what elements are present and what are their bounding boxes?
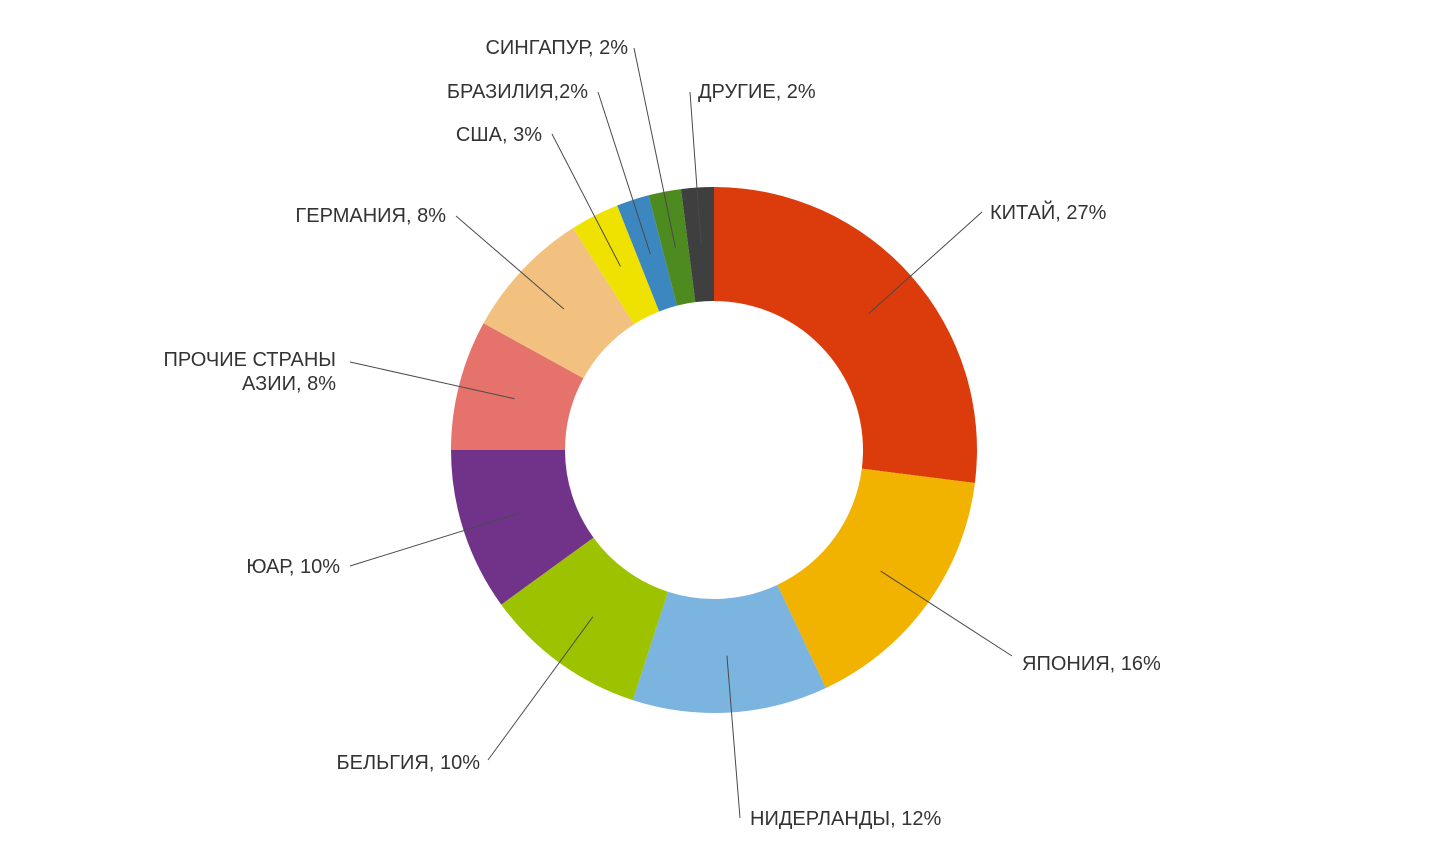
leader-line-сша (551, 133, 621, 267)
slice-сингапур (648, 189, 696, 306)
slice-бельгия (501, 537, 668, 701)
data-label-сша: США, 3% (456, 124, 542, 146)
slice-другие (681, 187, 714, 303)
slice-сша (573, 205, 660, 325)
slice-бразилия (617, 195, 677, 312)
leader-lines-group (349, 47, 1013, 819)
leader-line-юар (349, 513, 519, 567)
data-label-германия: ГЕРМАНИЯ, 8% (295, 205, 446, 227)
leader-line-китай (868, 211, 983, 315)
labels-group: КИТАЙ, 27% ЯПОНИЯ, 16% НИДЕРЛАНДЫ, 12% БЕЛЬ… (164, 37, 1161, 830)
leader-line-прочие-страны-азии (349, 361, 515, 400)
slice-китай (714, 187, 977, 483)
leader-line-бельгия (487, 616, 594, 761)
leader-line-бразилия (597, 91, 651, 255)
data-label-юар: ЮАР, 10% (246, 556, 340, 578)
slice-юар (451, 450, 594, 605)
leader-line-нидерланды (726, 655, 741, 819)
leader-line-другие (689, 91, 702, 245)
leader-line-япония (880, 570, 1013, 657)
slice-япония (777, 468, 975, 688)
slice-германия (483, 227, 635, 379)
data-label-другие: ДРУГИЕ, 2% (698, 81, 816, 103)
leader-line-сингапур (633, 47, 676, 248)
data-label-прочие-страны-азии: ПРОЧИЕ СТРАНЫ АЗИИ, 8% (164, 349, 337, 395)
slice-прочие-страны-азии (451, 323, 584, 450)
data-label-нидерланды: НИДЕРЛАНДЫ, 12% (750, 808, 941, 830)
slice-нидерланды (632, 584, 826, 713)
slices-group (451, 187, 977, 713)
data-label-бельгия: БЕЛЬГИЯ, 10% (336, 752, 480, 774)
data-label-бразилия: БРАЗИЛИЯ,2% (447, 81, 588, 103)
leader-line-германия (455, 215, 565, 310)
data-label-сингапур: СИНГАПУР, 2% (485, 37, 628, 59)
data-label-китай: КИТАЙ, 27% (990, 200, 1107, 224)
data-label-япония: ЯПОНИЯ, 16% (1022, 653, 1161, 675)
